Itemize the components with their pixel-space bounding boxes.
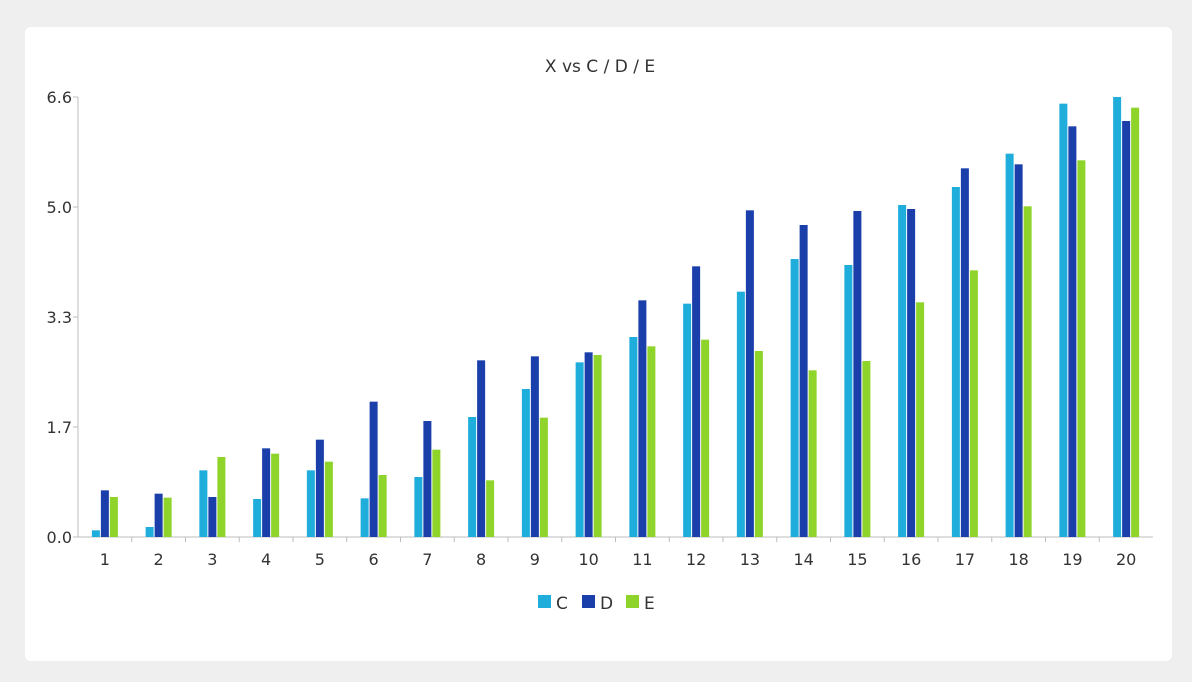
x-tick-label: 9 — [530, 550, 540, 569]
x-tick-label: 1 — [100, 550, 110, 569]
legend-swatch-c — [538, 595, 551, 608]
bar-d — [369, 401, 378, 537]
x-tick-label: 13 — [740, 550, 760, 569]
bar-e — [862, 361, 871, 537]
bar-e — [808, 370, 817, 537]
bar-e — [647, 346, 656, 537]
y-tick-label: 0.0 — [47, 528, 72, 547]
x-tick-label: 19 — [1062, 550, 1082, 569]
y-tick-label: 3.3 — [47, 308, 72, 327]
x-tick-label: 3 — [207, 550, 217, 569]
bar-c — [91, 530, 100, 537]
x-tick-label: 14 — [793, 550, 813, 569]
bar-c — [521, 389, 530, 537]
bar-d — [1014, 164, 1023, 538]
bar-d — [262, 448, 271, 537]
bar-c — [253, 499, 262, 537]
bar-e — [217, 457, 226, 537]
bar-d — [315, 439, 324, 537]
bar-c — [844, 265, 853, 537]
bar-c — [468, 417, 477, 537]
bar-c — [1005, 153, 1014, 537]
bar-d — [100, 490, 109, 537]
bar-d — [584, 352, 593, 537]
bar-d — [1068, 126, 1077, 537]
bar-e — [1077, 160, 1086, 538]
bar-d — [208, 497, 217, 537]
y-tick-label: 5.0 — [47, 198, 72, 217]
x-tick-label: 7 — [422, 550, 432, 569]
legend: C D E — [538, 594, 655, 614]
bar-c — [360, 498, 369, 537]
bar-c — [306, 470, 315, 537]
y-axis: 0.0 1.7 3.3 5.0 6.6 — [47, 88, 79, 547]
bars — [91, 97, 1140, 538]
x-tick-label: 18 — [1008, 550, 1028, 569]
bar-c — [145, 527, 154, 537]
bar-d — [423, 421, 432, 537]
bar-c — [898, 205, 907, 537]
bar-e — [271, 453, 280, 537]
bar-d — [745, 210, 754, 538]
bar-e — [432, 449, 441, 537]
x-tick-label: 17 — [955, 550, 975, 569]
x-tick-label: 11 — [632, 550, 652, 569]
bar-d — [960, 168, 969, 538]
bar-e — [378, 475, 387, 537]
bar-e — [486, 480, 495, 537]
bar-e — [916, 302, 925, 537]
bar-c — [1113, 97, 1122, 537]
x-tick-label: 12 — [686, 550, 706, 569]
bar-d — [1122, 121, 1131, 537]
bar-d — [154, 493, 163, 537]
chart-title: X vs C / D / E — [545, 57, 655, 77]
bar-c — [790, 259, 799, 537]
x-tick-label: 6 — [369, 550, 379, 569]
x-tick-label: 20 — [1116, 550, 1136, 569]
bar-c — [414, 477, 423, 537]
legend-label-e: E — [644, 594, 655, 614]
x-tick-label: 8 — [476, 550, 486, 569]
bar-c — [575, 362, 584, 537]
bar-c — [736, 291, 745, 537]
bar-c — [629, 337, 638, 537]
bar-e — [109, 497, 118, 537]
legend-label-c: C — [556, 594, 568, 614]
bar-e — [1131, 107, 1140, 538]
bar-e — [1023, 206, 1032, 538]
x-tick-label: 4 — [261, 550, 271, 569]
bar-c — [1059, 103, 1068, 538]
bar-c — [199, 470, 208, 537]
x-tick-label: 10 — [578, 550, 598, 569]
bar-d — [907, 209, 916, 537]
bar-c — [683, 303, 692, 537]
x-axis: 1 2 3 4 5 6 7 8 9 10 11 12 13 14 15 16 17 18 19 20 — [78, 536, 1153, 569]
bar-e — [539, 417, 548, 537]
x-tick-label: 5 — [315, 550, 325, 569]
legend-swatch-d — [582, 595, 595, 608]
y-tick-label: 1.7 — [47, 418, 72, 437]
bar-d — [477, 360, 486, 537]
bar-d — [853, 211, 862, 537]
y-tick-label: 6.6 — [47, 88, 72, 107]
bar-e — [701, 339, 710, 537]
bar-e — [593, 355, 602, 537]
x-tick-label: 15 — [847, 550, 867, 569]
bar-d — [638, 300, 647, 537]
bar-d — [799, 225, 808, 537]
bar-e — [163, 497, 172, 537]
legend-label-d: D — [600, 594, 613, 614]
x-tick-label: 16 — [901, 550, 921, 569]
legend-swatch-e — [626, 595, 639, 608]
bar-e — [324, 461, 333, 537]
x-tick-label: 2 — [154, 550, 164, 569]
bar-d — [692, 266, 701, 537]
bar-e — [754, 351, 763, 537]
bar-e — [969, 270, 978, 537]
bar-d — [530, 356, 539, 537]
bar-c — [951, 187, 960, 537]
